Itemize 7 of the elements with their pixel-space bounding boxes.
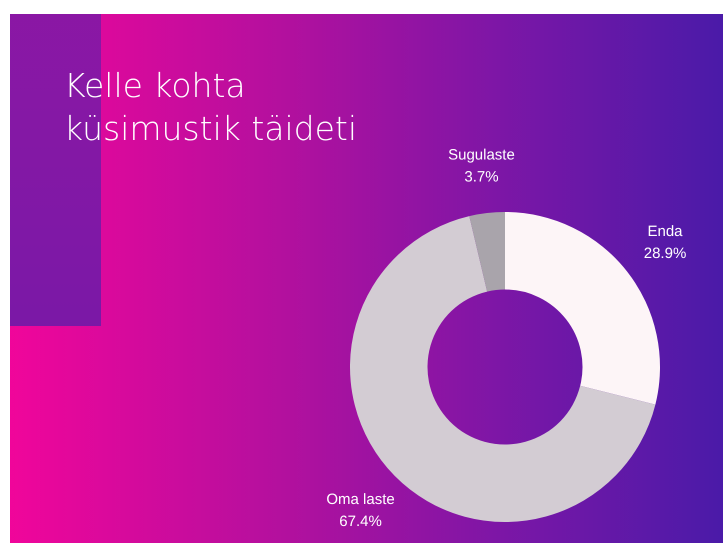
- slice-label: Oma laste: [326, 490, 395, 508]
- data-label: 3.7%: [464, 168, 499, 186]
- slice-label: Enda: [647, 223, 684, 240]
- slice-label: Sugulaste: [448, 146, 515, 164]
- data-label: 67.4%: [339, 512, 382, 530]
- data-label: 28.9%: [644, 245, 686, 262]
- chart-title: Kelle kohta küsimustik täideti: [64, 65, 358, 150]
